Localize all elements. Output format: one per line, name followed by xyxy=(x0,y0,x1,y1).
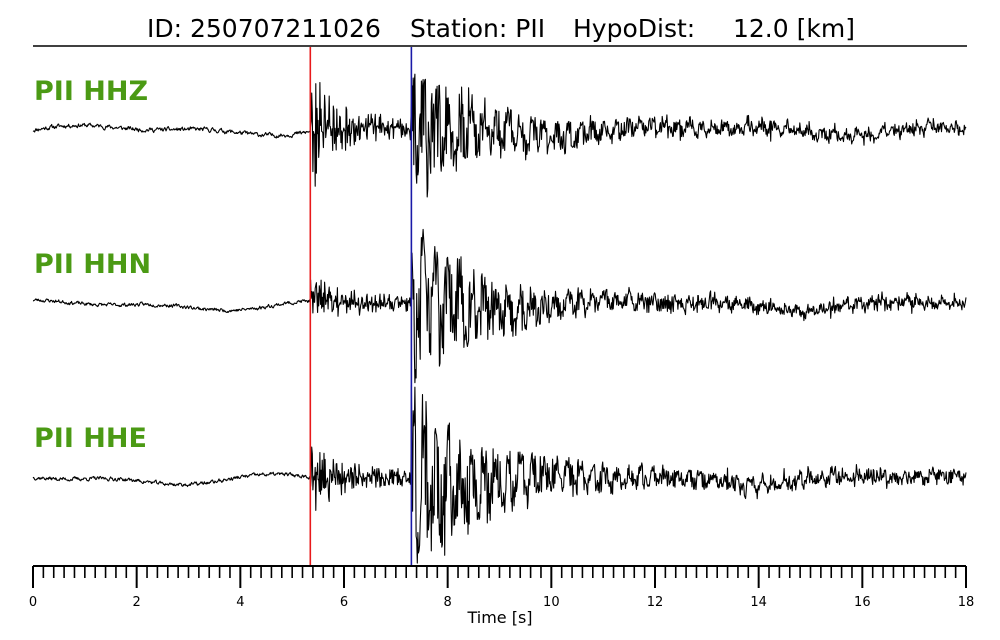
x-tick-label: 8 xyxy=(444,595,452,610)
title-station: Station: PII xyxy=(410,14,545,43)
channel-label-3: PII HHE xyxy=(34,423,147,454)
channel-labels: PII HHZ PII HHN PII HHE xyxy=(34,76,151,454)
x-tick-label: 10 xyxy=(543,595,560,610)
x-tick-label: 16 xyxy=(854,595,871,610)
waveform-trace-1 xyxy=(32,73,967,198)
x-tick-label: 18 xyxy=(958,595,975,610)
title-id: ID: 250707211026 xyxy=(147,14,381,43)
x-tick-label: 2 xyxy=(133,595,141,610)
x-tick-label: 0 xyxy=(29,595,37,610)
channel-label-1: PII HHZ xyxy=(34,76,148,107)
waveform-trace-3 xyxy=(32,384,967,564)
x-tick-label: 12 xyxy=(647,595,664,610)
waveform-trace-2 xyxy=(32,228,967,384)
x-tick-label: 6 xyxy=(340,595,348,610)
x-axis-label: Time [s] xyxy=(466,608,532,627)
channel-label-2: PII HHN xyxy=(34,249,151,280)
time-axis: 0 2 4 6 8 10 12 14 16 18 xyxy=(29,565,975,610)
x-tick-label: 14 xyxy=(750,595,767,610)
title-hypodist-label: HypoDist: xyxy=(573,14,695,43)
trace-group xyxy=(32,73,967,564)
x-tick-label: 4 xyxy=(236,595,244,610)
pick-lines xyxy=(309,47,413,566)
title-hypodist-value: 12.0 [km] xyxy=(733,14,855,43)
